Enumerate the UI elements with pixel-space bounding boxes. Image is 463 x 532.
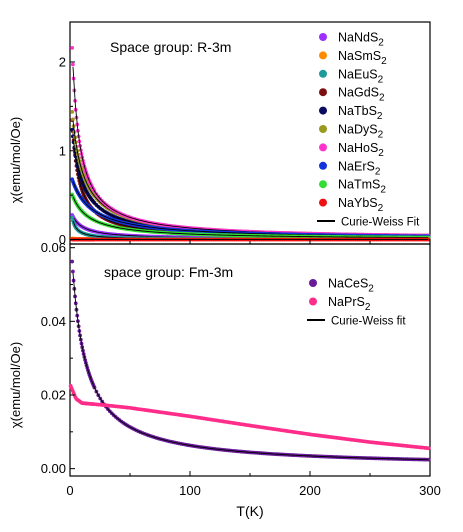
legend-label: NaEuS2 [338, 67, 384, 85]
bottom-plot-area [68, 259, 431, 462]
legend-marker [309, 297, 317, 306]
series-naces [70, 259, 431, 462]
point-nadys [70, 110, 75, 114]
legend-item-nahos: NaHoS2 [319, 141, 384, 159]
point-naces [70, 259, 75, 264]
legend-item-nadys: NaDyS2 [319, 123, 384, 141]
fit-line-naces [72, 273, 429, 461]
legend-item-naers: NaErS2 [319, 159, 381, 177]
legend-item-natms: NaTmS2 [319, 178, 386, 196]
point-nadys [70, 117, 75, 122]
top-legend: NaNdS2NaSmS2NaEuS2NaGdS2NaTbS2NaDyS2NaHo… [317, 31, 420, 229]
legend-fit-label: Curie-Weiss fit [331, 316, 406, 328]
bottom-y-tick-label: 0.06 [41, 240, 66, 255]
legend-item-fit: Curie-Weiss fit [307, 316, 406, 328]
series-naybs [70, 237, 431, 242]
x-tick-label: 100 [179, 483, 201, 498]
legend-item-nands: NaNdS2 [319, 31, 384, 49]
legend-item-naprs: NaPrS2 [309, 295, 371, 313]
legend-item-naeus: NaEuS2 [319, 67, 384, 85]
legend-marker [319, 161, 327, 170]
point-naeus [70, 215, 75, 220]
x-tick-label: 0 [66, 483, 73, 498]
x-axis-label: T(K) [236, 503, 263, 519]
legend-marker [319, 198, 327, 207]
legend-marker [319, 69, 327, 78]
legend-marker [319, 143, 327, 152]
legend-fit-label: Curie-Weiss Fit [341, 217, 420, 229]
legend-label: NaGdS2 [338, 86, 385, 104]
bottom-y-tick-label: 0.00 [41, 461, 66, 476]
legend-label: NaDyS2 [338, 123, 384, 141]
bottom-y-axis-label: χ(emu/mol/Oe) [8, 342, 23, 428]
legend-item-natbs: NaTbS2 [319, 104, 383, 122]
legend-marker [319, 180, 327, 189]
legend-label: NaErS2 [338, 159, 381, 177]
legend-marker [319, 33, 327, 41]
legend-item-nasms: NaSmS2 [319, 49, 387, 67]
x-axis: 0 100 200 300 [66, 483, 440, 498]
bottom-annotation: space group: Fm-3m [104, 264, 233, 280]
legend-marker [309, 279, 317, 287]
legend-label: NaTmS2 [338, 178, 386, 196]
point-naces [70, 269, 75, 274]
top-plot-area [70, 45, 431, 242]
legend-marker [319, 51, 327, 60]
top-y-axis: 0 1 2 [59, 54, 431, 247]
legend-label: NaYbS2 [338, 196, 384, 214]
bottom-y-axis: 0.00 0.02 0.04 0.06 [41, 240, 431, 476]
top-annotation: Space group: R-3m [110, 39, 231, 55]
legend-item-fit: Curie-Weiss Fit [317, 217, 420, 229]
top-y-tick-label: 1 [59, 143, 66, 158]
legend-marker [319, 106, 327, 115]
legend-marker [319, 125, 327, 133]
legend-label: NaCeS2 [328, 277, 374, 295]
top-y-axis-label: χ(emu/mol/Oe) [8, 117, 23, 203]
point-nahos [70, 62, 75, 67]
legend-label: NaSmS2 [338, 49, 387, 67]
bottom-y-tick-label: 0.02 [41, 387, 66, 402]
top-y-tick-label: 0 [59, 232, 66, 247]
legend-label: NaNdS2 [338, 31, 384, 49]
x-tick-label: 200 [299, 483, 321, 498]
x-tick-label: 300 [419, 483, 441, 498]
top-y-tick-label: 2 [59, 54, 66, 69]
fit-line-natms [72, 196, 429, 239]
point-nahos [70, 45, 75, 50]
legend-label: NaPrS2 [328, 295, 371, 313]
legend-item-nagds: NaGdS2 [319, 86, 385, 104]
legend-item-naces: NaCeS2 [309, 277, 374, 295]
legend-item-naybs: NaYbS2 [319, 196, 384, 214]
point-naces [426, 457, 431, 462]
series-naprs [68, 383, 431, 451]
point-naprs [426, 446, 431, 451]
legend-label: NaHoS2 [338, 141, 384, 159]
legend-marker [319, 88, 327, 97]
legend-label: NaTbS2 [338, 104, 383, 122]
bottom-y-tick-label: 0.04 [41, 314, 66, 329]
